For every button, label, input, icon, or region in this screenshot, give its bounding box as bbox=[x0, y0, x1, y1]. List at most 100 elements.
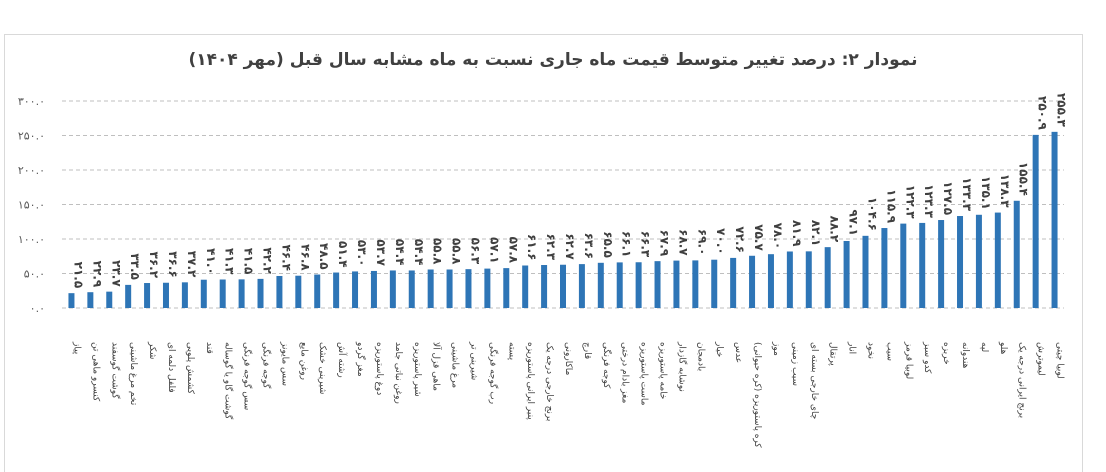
category-label: مغز بادام درختی bbox=[620, 342, 630, 403]
bar-value-label: ۲۵۰.۹ bbox=[1036, 96, 1050, 131]
bar bbox=[711, 259, 718, 308]
category-label: لپه bbox=[979, 342, 989, 352]
bar bbox=[824, 247, 831, 308]
bar-value-label: ۶۹.۰ bbox=[695, 229, 709, 256]
bar-value-label: ۸۲.۱ bbox=[809, 220, 823, 247]
bar-value-label: ۶۸.۷ bbox=[676, 229, 690, 256]
bar-value-label: ۴۱.۵ bbox=[242, 248, 256, 275]
bar bbox=[408, 270, 415, 308]
y-tick-label: ۱۵۰.۰ bbox=[18, 199, 45, 212]
y-tick-label: ۰.۰ bbox=[30, 302, 45, 315]
category-label: قند bbox=[204, 342, 214, 354]
bar-value-label: ۱۲۲.۳ bbox=[903, 185, 917, 220]
bar bbox=[692, 260, 699, 308]
category-label: لوبیا چیتی bbox=[1055, 342, 1065, 379]
category-label: سس گوجه فرنگی bbox=[242, 342, 254, 410]
bar bbox=[503, 268, 510, 308]
bar-value-label: ۶۲.۳ bbox=[544, 233, 558, 260]
category-label: تخم مرغ ماشینی bbox=[128, 342, 138, 406]
bar bbox=[144, 283, 151, 308]
bar-value-label: ۴۸.۵ bbox=[317, 243, 331, 270]
bar-value-label: ۵۷.۸ bbox=[506, 237, 520, 264]
category-label: لیموترش bbox=[1036, 342, 1046, 376]
bar-value-label: ۶۱.۶ bbox=[525, 234, 539, 261]
bar-value-label: ۱۳۵.۱ bbox=[979, 176, 993, 210]
bar bbox=[465, 269, 472, 308]
bar-value-label: ۲۲.۹ bbox=[90, 261, 104, 288]
category-label: پنیر ایرانی پاستوریزه bbox=[525, 342, 535, 420]
bar bbox=[219, 279, 226, 308]
category-label: رشته آش bbox=[336, 342, 348, 378]
category-label: گوشت گاو یا گوساله bbox=[223, 342, 235, 420]
bar-value-label: ۷۸.۰ bbox=[771, 223, 785, 250]
bar bbox=[314, 274, 321, 308]
category-label: شیرینی تر bbox=[468, 341, 478, 380]
bar-value-label: ۷۲.۶ bbox=[733, 226, 747, 253]
category-label: فلفل دلمه ای bbox=[166, 342, 176, 393]
bar bbox=[1013, 200, 1020, 308]
category-label: کره پاستوریزه (کره حیوانی) bbox=[752, 342, 762, 448]
bar-value-label: ۱۰۴.۶ bbox=[865, 197, 879, 231]
category-label: کشمش پلویی bbox=[185, 342, 195, 395]
bar-value-label: ۵۶.۳ bbox=[468, 238, 482, 265]
bar-value-label: ۱۱۵.۹ bbox=[884, 189, 898, 224]
bar bbox=[862, 235, 869, 308]
bar bbox=[427, 269, 434, 308]
category-label: دوغ پاستوریزه bbox=[374, 342, 384, 395]
category-label: گوشت گوسفند bbox=[109, 342, 121, 399]
category-label: خربزه bbox=[941, 342, 951, 365]
bar bbox=[957, 216, 964, 308]
bar bbox=[616, 262, 623, 308]
bar bbox=[635, 262, 642, 308]
category-label: سیب زمینی bbox=[790, 342, 800, 386]
category-label: پسته bbox=[506, 342, 516, 361]
bar-value-label: ۵۴.۴ bbox=[393, 239, 407, 266]
category-label: لوبیا قرمز bbox=[903, 341, 913, 379]
category-label: سیب bbox=[884, 342, 894, 361]
category-label: نخود bbox=[865, 342, 875, 359]
y-tick-label: ۲۰۰.۰ bbox=[18, 164, 45, 177]
y-tick-label: ۲۵۰.۰ bbox=[18, 130, 45, 143]
bar-value-label: ۴۱.۳ bbox=[223, 248, 237, 275]
bar-value-label: ۲۳.۷ bbox=[109, 260, 123, 287]
bar-value-label: ۱۳۳.۳ bbox=[960, 177, 974, 212]
category-label: سس مایونز bbox=[279, 341, 289, 386]
bar-value-label: ۴۶.۸ bbox=[298, 244, 312, 271]
bar bbox=[786, 251, 793, 308]
bar bbox=[541, 265, 548, 308]
category-label: پیاز bbox=[71, 341, 81, 355]
category-label: کدو سبز bbox=[922, 341, 932, 374]
bar bbox=[370, 270, 377, 308]
category-label: موز bbox=[771, 341, 781, 356]
bar-value-label: ۵۴.۴ bbox=[412, 239, 426, 266]
category-label: هلو bbox=[998, 341, 1008, 355]
category-label: شکر bbox=[147, 341, 157, 359]
bar-value-label: ۶۶.۳ bbox=[639, 231, 653, 258]
category-label: پرتقال bbox=[828, 342, 838, 366]
bar-value-label: ۵۷.۱ bbox=[487, 237, 501, 264]
bar bbox=[578, 264, 585, 308]
bar bbox=[333, 272, 340, 308]
bar bbox=[68, 293, 75, 308]
bar-value-label: ۶۷.۹ bbox=[658, 230, 672, 257]
bar bbox=[975, 214, 982, 308]
category-label: روغن مایع bbox=[298, 342, 308, 380]
bar-value-label: ۵۳.۷ bbox=[374, 239, 388, 266]
bar bbox=[200, 279, 207, 308]
bar bbox=[749, 255, 756, 308]
bar bbox=[843, 241, 850, 308]
bar-value-label: ۱۵۵.۴ bbox=[1017, 162, 1031, 196]
chart-title: نمودار ۲: درصد تغییر متوسط قیمت ماه جاری… bbox=[188, 50, 918, 70]
bar-value-label: ۲۱.۵ bbox=[71, 262, 85, 289]
category-label: خیار bbox=[714, 341, 724, 357]
category-label: برنج خارجی درجه یک bbox=[544, 342, 554, 421]
bar bbox=[162, 282, 169, 308]
category-label: عدس bbox=[733, 342, 743, 363]
category-label: رب گوجه فرنگی bbox=[487, 342, 499, 404]
bar-value-label: ۶۲.۷ bbox=[563, 233, 577, 260]
category-label: شیر پاستوریزه bbox=[412, 342, 422, 397]
bar bbox=[881, 228, 888, 308]
bar-value-label: ۲۵۵.۳ bbox=[1055, 93, 1069, 128]
bar-value-label: ۳۶.۶ bbox=[166, 251, 180, 278]
